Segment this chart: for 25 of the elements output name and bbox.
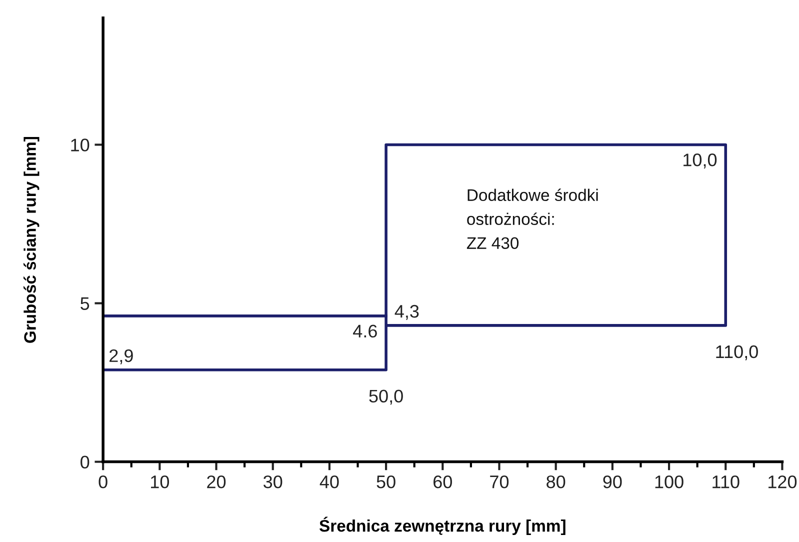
annotation: Dodatkowe środki ostrożności: ZZ 430 — [466, 188, 598, 250]
y-axis-title: Grubość ściany rury [mm] — [24, 137, 40, 343]
x-tick-label: 50 — [376, 475, 396, 488]
annotation: 10,0 — [684, 154, 717, 168]
x-tick-label: 90 — [603, 475, 622, 488]
x-tick-label: 30 — [264, 475, 282, 488]
x-tick-label: 70 — [490, 475, 509, 488]
y-tick-label: 0 — [80, 456, 90, 469]
annotation: 4,3 — [394, 304, 419, 320]
x-tick-label: 100 — [655, 475, 684, 488]
annotation: 110,0 — [716, 345, 758, 360]
x-tick-label: 40 — [320, 475, 339, 488]
x-axis-title: Średnica zewnętrzna rury [mm] — [319, 516, 566, 536]
y-tick-label: 10 — [71, 138, 90, 152]
x-tick-label: 120 — [768, 475, 797, 488]
x-tick-label: 20 — [207, 475, 226, 488]
x-tick-label: 60 — [434, 475, 452, 488]
x-tick-label: 10 — [151, 475, 170, 488]
x-tick-label: 110 — [712, 475, 740, 488]
x-tick-label: 80 — [546, 475, 566, 488]
annotation: 50,0 — [369, 390, 403, 405]
y-tick-label: 5 — [80, 297, 90, 310]
x-tick-label: 0 — [98, 475, 108, 488]
annotation: 2,9 — [110, 349, 133, 364]
annotation: 4.6 — [353, 324, 377, 338]
